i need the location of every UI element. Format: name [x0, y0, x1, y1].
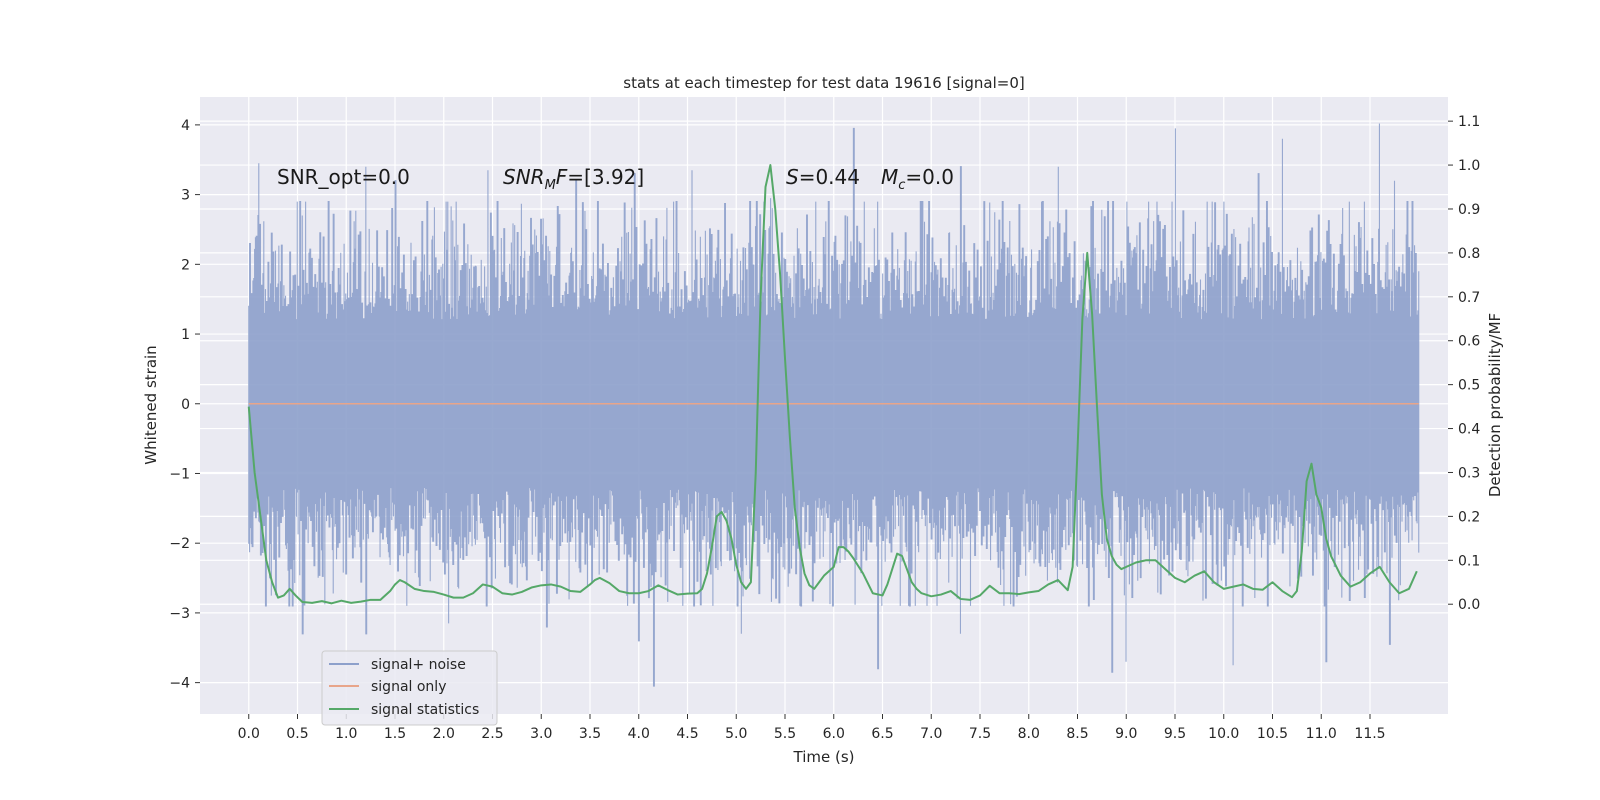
x-tick-label: 7.5 — [969, 726, 991, 742]
annotation-s-prefix: S — [786, 165, 799, 189]
y-right-tick-label: 0.1 — [1458, 553, 1480, 569]
x-tick-label: 5.0 — [725, 726, 747, 742]
x-tick-label: 3.0 — [530, 726, 552, 742]
x-tick-label: 4.5 — [676, 726, 698, 742]
y-axis-label: Whitened strain — [142, 345, 160, 464]
x-tick-label: 4.0 — [628, 726, 650, 742]
x-axis-label: Time (s) — [793, 748, 855, 766]
x-tick-label: 9.0 — [1115, 726, 1137, 742]
y-right-tick-label: 0.4 — [1458, 422, 1480, 438]
annotation-mc-sub: c — [898, 178, 905, 193]
y-right-tick-label: 0.9 — [1458, 202, 1480, 218]
x-tick-label: 0.5 — [286, 726, 308, 742]
annotation-snr-mf: SNRMF=[3.92] — [503, 165, 644, 193]
annotation-mc: Mc=0.0 — [881, 165, 954, 193]
annotation-snr-mf-prefix: SNR — [503, 165, 545, 189]
x-tick-label: 2.0 — [433, 726, 455, 742]
x-tick-label: 11.5 — [1354, 726, 1385, 742]
x-tick-label: 6.5 — [871, 726, 893, 742]
legend-label-signal-only: signal only — [371, 679, 446, 695]
annotation-snr-mf-suffix: F — [556, 165, 568, 189]
annotation-s-value: =0.44 — [799, 165, 860, 189]
annotation-mc-value: =0.0 — [905, 165, 954, 189]
y-right-tick-label: 0.8 — [1458, 246, 1480, 262]
annotations: SNR_opt=0.0 SNRMF=[3.92] S=0.44 Mc=0.0 — [277, 165, 954, 193]
x-tick-label: 10.5 — [1257, 726, 1288, 742]
y-right-tick-label: 0.0 — [1458, 597, 1480, 613]
y-tick-label: 4 — [181, 118, 190, 134]
x-tick-label: 11.0 — [1306, 726, 1337, 742]
x-tick-label: 8.0 — [1018, 726, 1040, 742]
annotation-snr-mf-sub: M — [545, 178, 556, 193]
legend-box — [321, 650, 498, 726]
signal-noise-line — [248, 123, 1420, 687]
annotation-mc-prefix: M — [881, 165, 898, 189]
x-tick-label: 6.0 — [823, 726, 845, 742]
y-tick-label: −1 — [169, 466, 190, 482]
y-axis-right-label: Detection probability/MF — [1486, 313, 1504, 497]
x-tick-label: 1.5 — [384, 726, 406, 742]
y-right-tick-label: 0.2 — [1458, 509, 1480, 525]
x-tick-label: 5.5 — [774, 726, 796, 742]
y-tick-label: −2 — [169, 536, 190, 552]
annotation-snr-mf-value: =[3.92] — [567, 165, 644, 189]
series-signal-statistics — [247, 164, 1418, 605]
legend: signal+ noise signal only signal statist… — [321, 650, 498, 726]
annotation-s-stat: S=0.44 — [786, 165, 860, 189]
x-tick-label: 1.0 — [335, 726, 357, 742]
signal-statistics-line — [247, 164, 1418, 605]
y-tick-label: 2 — [181, 257, 190, 273]
y-tick-label: −3 — [169, 606, 190, 622]
tick-labels: 0.0 0.5 1.0 1.5 2.0 2.5 3.0 3.5 4.0 4.5 5.0 5.5 6.0 6… — [169, 114, 1480, 742]
y-tick-label: 3 — [181, 188, 190, 204]
y-right-tick-label: 0.5 — [1458, 378, 1480, 394]
series-signal-noise — [248, 123, 1420, 687]
y-right-tick-label: 1.0 — [1458, 158, 1480, 174]
y-tick-label: −4 — [169, 676, 190, 692]
x-tick-label: 3.5 — [579, 726, 601, 742]
x-tick-label: 8.5 — [1066, 726, 1088, 742]
legend-label-signal-noise: signal+ noise — [371, 657, 466, 673]
y-right-tick-label: 0.7 — [1458, 290, 1480, 306]
x-tick-label: 2.5 — [481, 726, 503, 742]
y-right-tick-label: 0.6 — [1458, 334, 1480, 350]
y-right-tick-label: 0.3 — [1458, 465, 1480, 481]
y-tick-label: 1 — [181, 327, 190, 343]
x-tick-label: 7.0 — [920, 726, 942, 742]
y-right-tick-label: 1.1 — [1458, 114, 1480, 130]
x-tick-label: 10.0 — [1208, 726, 1239, 742]
annotation-snr-opt: SNR_opt=0.0 — [277, 165, 410, 189]
x-tick-label: 0.0 — [238, 726, 260, 742]
y-tick-label: 0 — [181, 397, 190, 413]
legend-label-signal-statistics: signal statistics — [371, 702, 479, 718]
x-tick-label: 9.5 — [1164, 726, 1186, 742]
chart-title: stats at each timestep for test data 196… — [623, 74, 1024, 92]
